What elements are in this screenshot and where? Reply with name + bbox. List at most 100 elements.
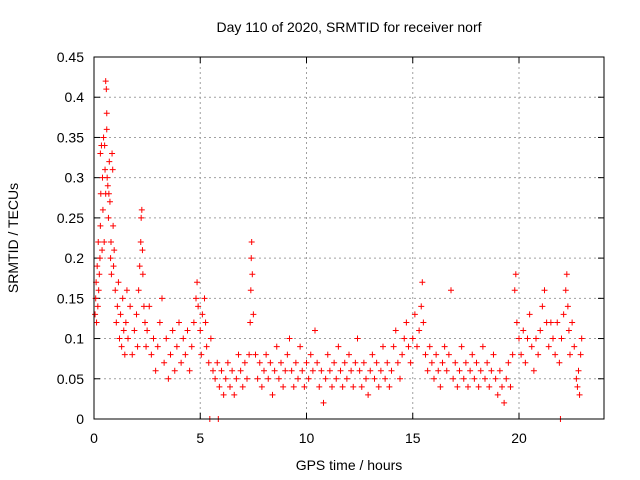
- data-point: [516, 335, 522, 342]
- data-point: [419, 279, 426, 286]
- data-point: [261, 367, 267, 374]
- data-points: [92, 78, 585, 422]
- data-point: [231, 391, 238, 398]
- data-point: [401, 335, 408, 342]
- data-point: [439, 359, 446, 366]
- data-point: [337, 367, 344, 374]
- x-axis-label: GPS time / hours: [296, 457, 403, 473]
- data-point: [550, 335, 556, 342]
- data-point: [220, 391, 227, 398]
- data-point: [254, 375, 261, 382]
- data-point: [169, 327, 176, 334]
- data-point: [488, 367, 495, 374]
- data-point: [460, 375, 467, 382]
- y-tick-label: 0.05: [57, 371, 84, 387]
- data-point: [110, 222, 117, 229]
- data-point: [575, 367, 582, 374]
- y-tick-label: 0.25: [57, 210, 84, 226]
- data-point: [190, 319, 197, 326]
- data-point: [93, 319, 100, 326]
- data-point: [113, 319, 120, 326]
- data-point: [94, 263, 101, 270]
- data-point: [560, 311, 567, 318]
- data-point: [390, 343, 397, 350]
- data-point: [203, 343, 210, 350]
- data-point: [537, 327, 544, 334]
- data-point: [194, 279, 201, 286]
- data-point: [114, 303, 121, 310]
- data-point: [465, 383, 471, 390]
- data-point: [365, 391, 372, 398]
- data-point: [435, 367, 442, 374]
- data-point: [346, 351, 352, 358]
- data-point: [467, 367, 474, 374]
- data-point: [458, 343, 465, 350]
- data-point: [433, 351, 440, 358]
- data-point: [574, 383, 581, 390]
- data-point: [416, 327, 423, 334]
- data-point: [571, 343, 578, 350]
- data-point: [129, 351, 136, 358]
- data-point: [109, 166, 116, 173]
- data-point: [263, 351, 270, 358]
- data-point: [360, 359, 367, 366]
- data-point: [92, 311, 99, 318]
- data-point: [105, 190, 112, 197]
- data-point: [250, 311, 257, 318]
- data-point: [512, 271, 519, 278]
- data-point: [256, 359, 263, 366]
- data-point: [348, 367, 355, 374]
- data-point: [112, 287, 119, 294]
- data-point: [110, 263, 117, 270]
- data-point: [267, 359, 274, 366]
- data-point: [471, 375, 478, 382]
- data-point: [526, 311, 533, 318]
- data-point: [577, 351, 584, 358]
- y-tick-label: 0.2: [65, 250, 85, 266]
- data-point: [382, 375, 389, 382]
- x-tick-label: 20: [511, 430, 527, 446]
- data-point: [305, 375, 312, 382]
- data-point: [284, 351, 291, 358]
- data-point: [117, 311, 124, 318]
- data-point: [469, 351, 476, 358]
- data-point: [462, 359, 469, 366]
- data-point: [107, 255, 114, 262]
- data-point: [139, 247, 146, 254]
- y-tick-label: 0.1: [65, 331, 85, 347]
- data-point: [358, 383, 365, 390]
- data-point: [375, 383, 382, 390]
- data-point: [312, 327, 318, 334]
- data-point: [563, 271, 570, 278]
- data-point: [573, 375, 580, 382]
- data-point: [161, 359, 168, 366]
- data-point: [207, 335, 214, 342]
- data-point: [380, 343, 386, 350]
- data-point: [227, 383, 233, 390]
- data-point: [156, 319, 163, 326]
- data-point: [484, 359, 491, 366]
- data-point: [173, 343, 180, 350]
- data-point: [233, 375, 240, 382]
- data-point: [441, 343, 448, 350]
- data-point: [222, 375, 229, 382]
- data-point: [341, 359, 348, 366]
- data-point: [329, 383, 335, 390]
- data-point: [140, 303, 147, 310]
- data-point: [564, 303, 571, 310]
- data-point: [299, 367, 306, 374]
- data-point: [282, 367, 289, 374]
- data-point: [533, 335, 539, 342]
- data-point: [142, 319, 148, 326]
- data-point: [565, 327, 572, 334]
- data-point: [180, 335, 187, 342]
- data-point: [297, 343, 304, 350]
- data-point: [286, 335, 293, 342]
- data-point: [216, 383, 223, 390]
- data-point: [106, 198, 113, 205]
- data-point: [424, 367, 431, 374]
- data-point: [369, 351, 376, 358]
- data-point: [541, 287, 548, 294]
- data-point: [139, 271, 146, 278]
